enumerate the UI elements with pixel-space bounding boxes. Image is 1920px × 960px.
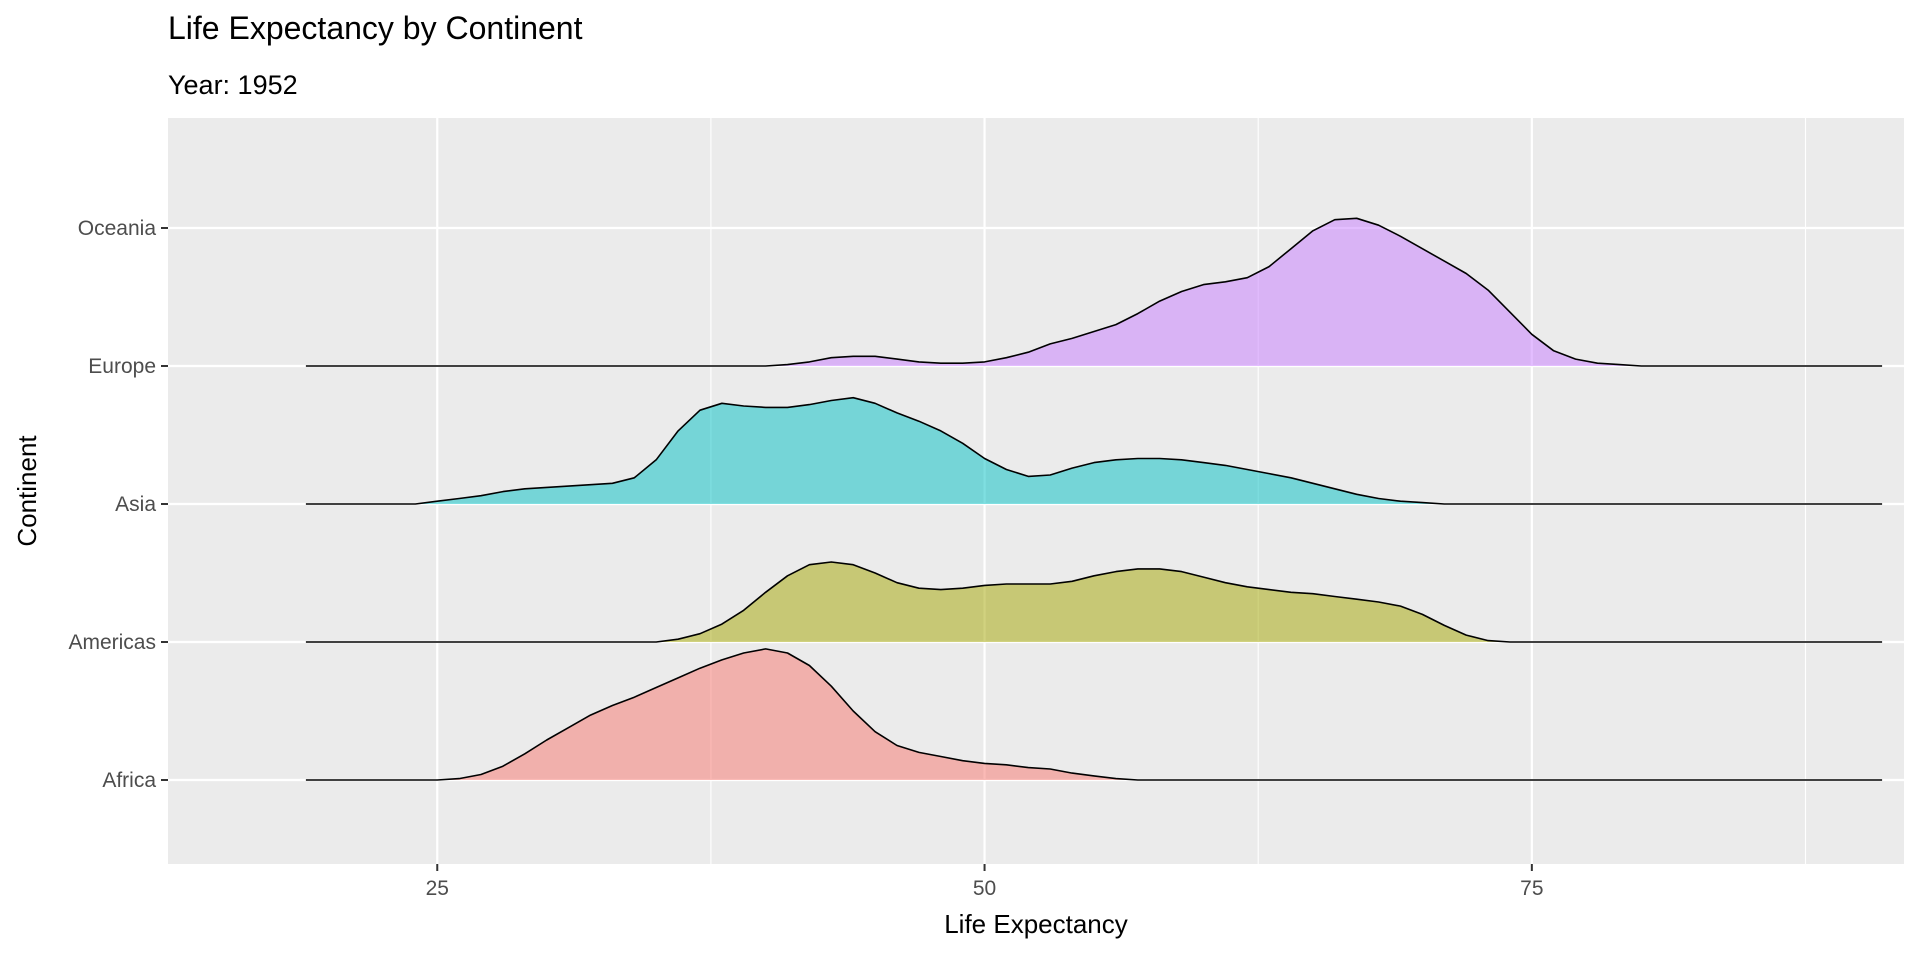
- y-tick-label: Africa: [102, 769, 156, 792]
- ridge-europe: [305, 217, 1883, 367]
- y-tick-label: Asia: [115, 493, 156, 516]
- ridge-outline: [305, 561, 1883, 643]
- ridge-area: [305, 648, 1883, 780]
- ridge-outline: [305, 396, 1883, 505]
- ridge-area: [305, 397, 1883, 504]
- y-tick-label: Americas: [68, 631, 156, 654]
- ridge-area: [305, 218, 1883, 366]
- ridge-outline: [305, 217, 1883, 367]
- ridge-area: [305, 562, 1883, 642]
- y-tick-label: Europe: [88, 355, 156, 378]
- x-axis-title: Life Expectancy: [944, 909, 1128, 939]
- ridge-outline: [305, 648, 1883, 781]
- y-tick-label: Oceania: [78, 217, 157, 240]
- y-axis-title: Continent: [12, 435, 42, 547]
- ridges: [305, 217, 1883, 781]
- chart-title: Life Expectancy by Continent: [168, 10, 583, 46]
- axes: Africa Americas Asia Europe Oceania 25 50 75: [68, 217, 1543, 900]
- ridge-asia: [305, 396, 1883, 505]
- ridge-americas: [305, 561, 1883, 643]
- x-tick-label: 50: [973, 877, 996, 900]
- x-tick-label: 75: [1520, 877, 1543, 900]
- chart-subtitle: Year: 1952: [168, 70, 298, 100]
- ridge-africa: [305, 648, 1883, 781]
- x-tick-label: 25: [426, 877, 449, 900]
